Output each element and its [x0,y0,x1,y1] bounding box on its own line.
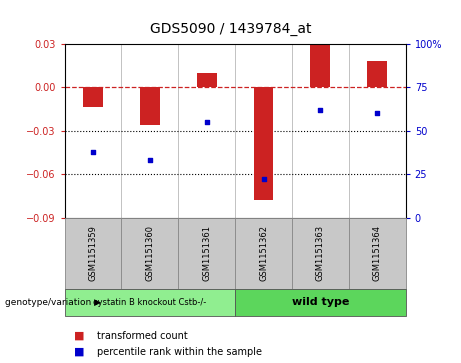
Bar [367,61,387,87]
Bar [235,218,292,289]
Bar [65,218,121,289]
Bar [178,218,235,289]
Text: percentile rank within the sample: percentile rank within the sample [97,347,262,357]
Text: GSM1151359: GSM1151359 [89,225,97,281]
Point [89,149,97,155]
Point [146,158,154,163]
Bar [65,289,235,316]
Text: GSM1151362: GSM1151362 [259,225,268,281]
Bar [292,218,349,289]
Bar [235,289,406,316]
Text: GSM1151363: GSM1151363 [316,225,325,281]
Bar [121,218,178,289]
Text: ■: ■ [74,331,84,341]
Bar [310,45,331,87]
Text: cystatin B knockout Cstb-/-: cystatin B knockout Cstb-/- [93,298,207,307]
Text: wild type: wild type [292,297,349,307]
Text: transformed count: transformed count [97,331,188,341]
Bar [140,87,160,125]
Text: GSM1151361: GSM1151361 [202,225,211,281]
Text: genotype/variation ▶: genotype/variation ▶ [5,298,100,307]
Point [317,107,324,113]
Bar [83,87,103,107]
Text: GDS5090 / 1439784_at: GDS5090 / 1439784_at [150,22,311,36]
Bar [349,218,406,289]
Point [373,110,381,116]
Point [260,176,267,182]
Text: ■: ■ [74,347,84,357]
Text: GSM1151364: GSM1151364 [373,225,382,281]
Bar [254,87,273,200]
Text: GSM1151360: GSM1151360 [145,225,154,281]
Bar [197,73,217,87]
Point [203,119,210,125]
